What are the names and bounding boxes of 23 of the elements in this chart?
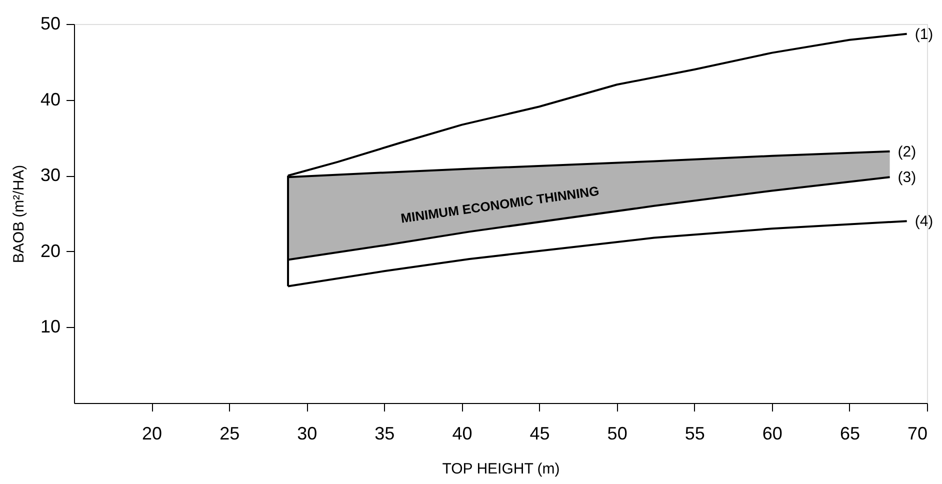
y-tick-label: 50 [40, 14, 60, 34]
x-tick-label: 20 [142, 424, 162, 444]
series-label: (1) [914, 26, 934, 43]
series-label: (2) [898, 143, 916, 160]
y-tick-label: 10 [40, 316, 60, 337]
x-tick-label: 40 [452, 424, 472, 444]
x-tick-label: 65 [840, 424, 860, 444]
y-tick-label: 20 [40, 240, 60, 261]
x-tick-label: 55 [684, 424, 705, 444]
x-tick-label: 45 [530, 424, 550, 444]
x-axis-title: TOP HEIGHT (m) [442, 460, 560, 478]
x-tick-label: 60 [762, 424, 782, 444]
x-tick-label: 50 [607, 424, 628, 444]
y-axis-title: BAOB (m²/HA) [10, 164, 28, 264]
series-label: (3) [898, 169, 916, 186]
annotation: MINIMUM ECONOMIC THINNING [400, 183, 600, 226]
x-tick-label: 30 [297, 424, 318, 444]
y-tick-label: 30 [40, 165, 60, 186]
series-label: (4) [914, 213, 934, 230]
x-tick-label: 35 [374, 424, 395, 444]
y-tick-label: 40 [40, 89, 60, 110]
x-tick-label: 70 [907, 424, 928, 444]
x-tick-label: 25 [220, 424, 240, 444]
